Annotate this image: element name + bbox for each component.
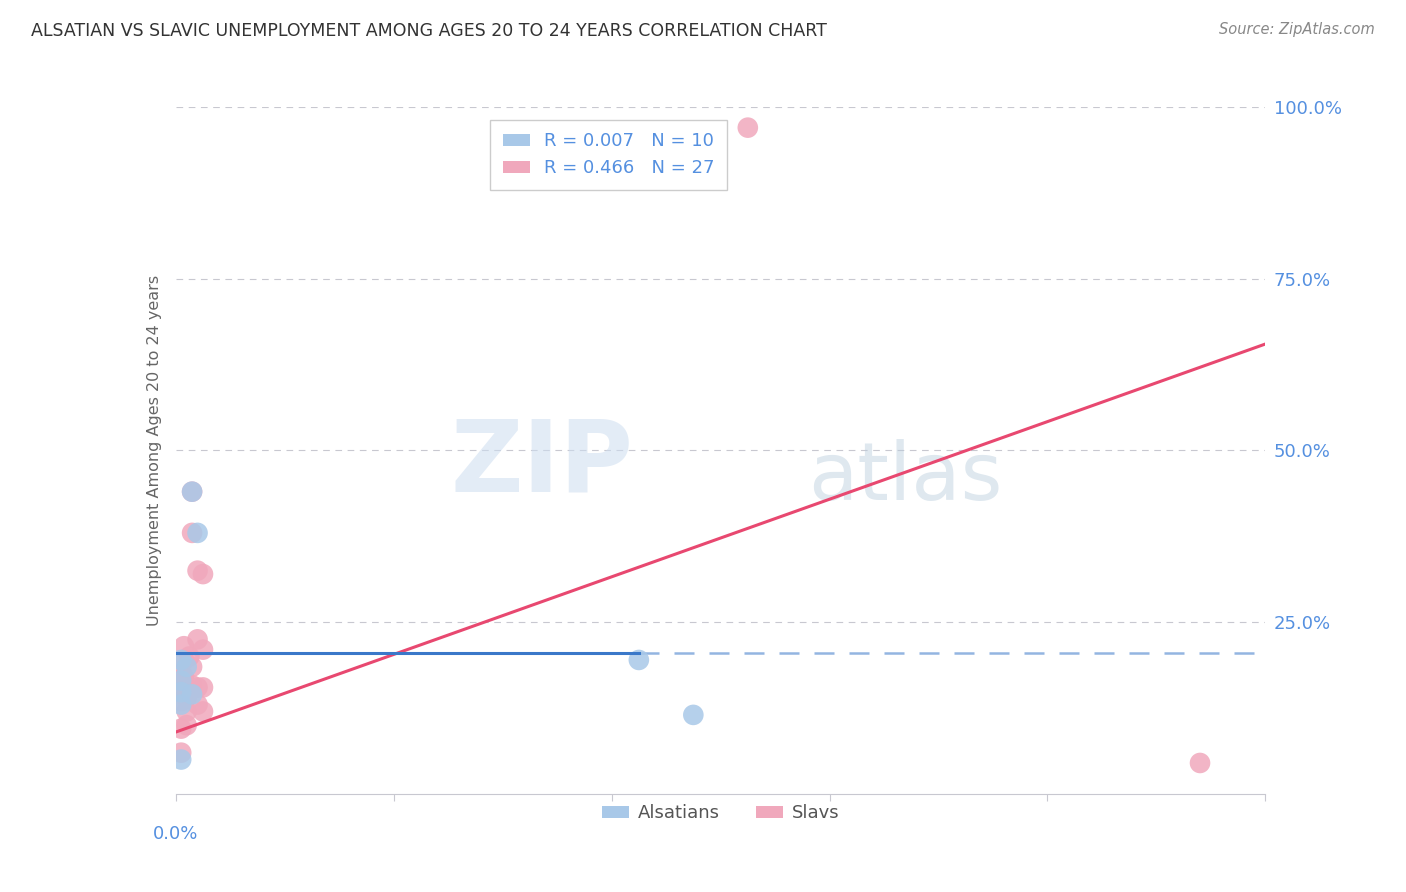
Point — [170, 753, 193, 767]
Point — [176, 660, 198, 674]
Point — [176, 705, 198, 719]
Text: Source: ZipAtlas.com: Source: ZipAtlas.com — [1219, 22, 1375, 37]
Point — [737, 120, 759, 135]
Point — [186, 632, 209, 647]
Point — [181, 678, 204, 692]
Point — [176, 718, 198, 732]
Point — [179, 649, 201, 664]
Point — [627, 653, 650, 667]
Point — [191, 642, 214, 657]
Point — [186, 698, 209, 712]
Text: ALSATIAN VS SLAVIC UNEMPLOYMENT AMONG AGES 20 TO 24 YEARS CORRELATION CHART: ALSATIAN VS SLAVIC UNEMPLOYMENT AMONG AG… — [31, 22, 827, 40]
Point — [173, 653, 195, 667]
Point — [181, 660, 204, 674]
Text: 0.0%: 0.0% — [153, 825, 198, 843]
Point — [181, 687, 204, 701]
Point — [181, 484, 204, 499]
Point — [170, 666, 193, 681]
Point — [176, 681, 198, 695]
Point — [181, 525, 204, 540]
Point — [191, 681, 214, 695]
Point — [170, 653, 193, 667]
Legend: Alsatians, Slavs: Alsatians, Slavs — [595, 797, 846, 830]
Point — [191, 567, 214, 582]
Point — [170, 722, 193, 736]
Point — [186, 681, 209, 695]
Point — [682, 707, 704, 722]
Point — [170, 685, 193, 699]
Y-axis label: Unemployment Among Ages 20 to 24 years: Unemployment Among Ages 20 to 24 years — [146, 275, 162, 626]
Point — [170, 681, 193, 695]
Point — [170, 698, 193, 712]
Point — [173, 670, 195, 684]
Point — [170, 694, 193, 708]
Point — [186, 525, 209, 540]
Point — [191, 705, 214, 719]
Point — [186, 564, 209, 578]
Point — [181, 484, 204, 499]
Text: ZIP: ZIP — [450, 416, 633, 513]
Point — [173, 639, 195, 653]
Point — [176, 690, 198, 705]
Point — [170, 746, 193, 760]
Point — [170, 673, 193, 688]
Text: atlas: atlas — [807, 439, 1002, 517]
Point — [1189, 756, 1212, 770]
